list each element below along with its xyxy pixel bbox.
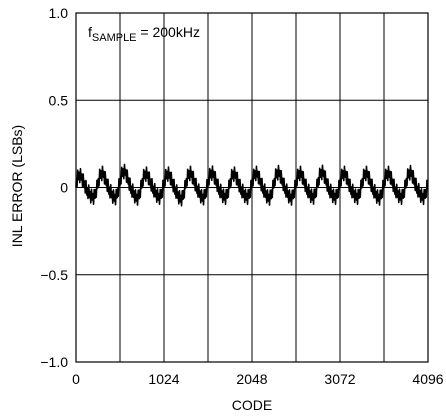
x-tick-label: 3072 (324, 371, 355, 387)
y-tick-label: −1.0 (40, 354, 68, 370)
annotation-subscript: SAMPLE (92, 32, 137, 44)
x-tick-label: 2048 (236, 371, 267, 387)
y-axis-title: INL ERROR (LSBs) (9, 125, 25, 247)
y-tick-label: 0.5 (49, 92, 69, 108)
y-tick-label: 0 (60, 180, 68, 196)
x-tick-labels: 0 1024 2048 3072 4096 (72, 371, 444, 387)
annotation-suffix: = 200kHz (137, 24, 200, 40)
x-axis-title: CODE (232, 397, 272, 413)
x-tick-label: 4096 (412, 371, 443, 387)
y-tick-label: −0.5 (40, 267, 68, 283)
y-tick-label: 1.0 (49, 5, 69, 21)
sample-rate-annotation: fSAMPLE = 200kHz (88, 24, 200, 44)
inl-trace (75, 163, 429, 207)
x-tick-label: 0 (72, 371, 80, 387)
y-tick-labels: 1.0 0.5 0 −0.5 −1.0 (40, 5, 68, 370)
annotation-prefix: f (88, 24, 92, 40)
x-tick-label: 1024 (148, 371, 179, 387)
